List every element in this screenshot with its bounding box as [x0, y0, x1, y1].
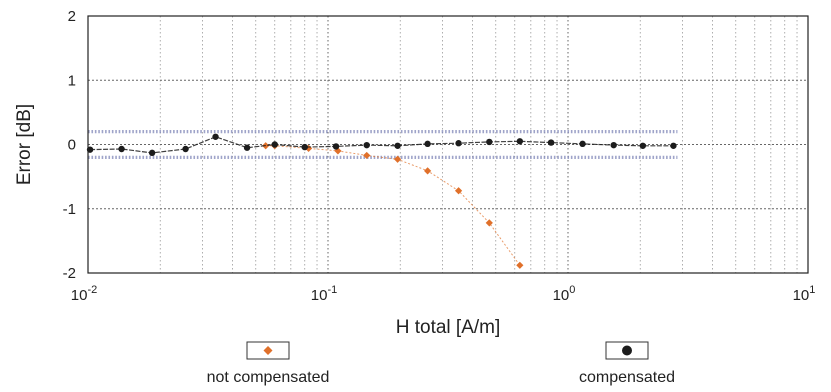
- data-point: [394, 142, 401, 149]
- data-point: [485, 219, 493, 227]
- legend-marker: [263, 346, 273, 355]
- legend-marker: [622, 345, 632, 356]
- series-layer: [86, 133, 677, 269]
- data-point: [363, 151, 371, 160]
- tolerance-band: [88, 130, 678, 159]
- series-line: [265, 145, 521, 266]
- series-line: [90, 136, 674, 154]
- data-point: [423, 167, 432, 175]
- data-point: [516, 138, 524, 145]
- legend-entry: not compensated: [207, 341, 330, 386]
- data-point: [118, 145, 125, 153]
- data-point: [301, 143, 308, 151]
- data-point: [332, 143, 340, 150]
- series-compensated: [86, 133, 677, 157]
- y-tick-label: 0: [68, 137, 76, 154]
- data-point: [182, 145, 189, 153]
- data-point: [454, 187, 463, 195]
- data-point: [243, 144, 251, 151]
- legend-entry: compensated: [579, 341, 675, 386]
- y-tick-label: 1: [68, 72, 76, 89]
- data-point: [670, 142, 677, 149]
- y-axis-title: Error [dB]: [14, 104, 35, 185]
- plot-frame: [87, 15, 809, 274]
- axis-labels: 210-1-210-2 10-1 100 101: [63, 8, 816, 304]
- data-point: [547, 139, 555, 146]
- x-tick-label: 10-1: [311, 284, 337, 304]
- data-point: [424, 140, 431, 148]
- data-point: [455, 140, 462, 147]
- y-tick-label: -1: [63, 201, 76, 218]
- data-point: [394, 155, 402, 163]
- data-point: [579, 140, 586, 148]
- legend-label: not compensated: [207, 369, 330, 386]
- data-point: [516, 261, 524, 269]
- data-point: [271, 141, 278, 148]
- legend: not compensated compensated: [207, 341, 675, 386]
- data-point: [610, 141, 617, 149]
- y-tick-label: 2: [68, 8, 76, 25]
- legend-label: compensated: [579, 369, 675, 386]
- x-tick-label: 10-2: [71, 284, 97, 304]
- x-axis-title: H total [A/m]: [396, 317, 501, 338]
- x-tick-label: 101: [793, 284, 816, 304]
- data-point: [148, 149, 156, 157]
- data-point: [212, 133, 219, 140]
- x-tick-label: 100: [553, 284, 576, 304]
- series-not-compensated: [262, 142, 524, 269]
- data-point: [639, 142, 647, 149]
- data-point: [486, 138, 493, 146]
- y-tick-label: -2: [63, 265, 76, 282]
- data-point: [363, 141, 370, 149]
